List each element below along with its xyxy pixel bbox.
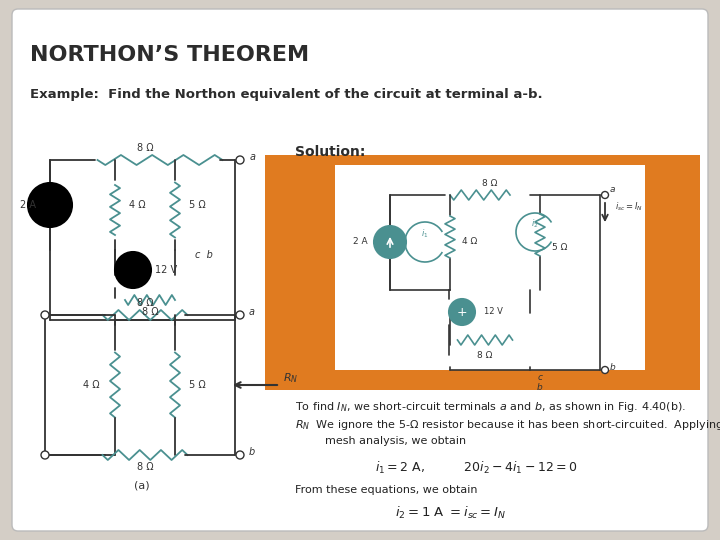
Text: 5 Ω: 5 Ω xyxy=(189,200,206,210)
Text: From these equations, we obtain: From these equations, we obtain xyxy=(295,485,477,495)
Text: 4 Ω: 4 Ω xyxy=(462,238,477,246)
Circle shape xyxy=(41,311,49,319)
Text: $i_{sc} = I_N$: $i_{sc} = I_N$ xyxy=(615,201,643,213)
Text: 2 A: 2 A xyxy=(354,238,368,246)
Text: $i_1 = 2$ A,          $20i_2 - 4i_1 - 12 = 0$: $i_1 = 2$ A, $20i_2 - 4i_1 - 12 = 0$ xyxy=(375,460,577,476)
Text: NORTHON’S THEOREM: NORTHON’S THEOREM xyxy=(30,45,309,65)
Text: 8 Ω: 8 Ω xyxy=(137,462,153,472)
Text: a: a xyxy=(250,152,256,162)
Text: 8 Ω: 8 Ω xyxy=(137,298,153,308)
Text: $R_N$  We ignore the 5-Ω resistor because it has been short-circuited.  Applying: $R_N$ We ignore the 5-Ω resistor because… xyxy=(295,418,720,432)
Circle shape xyxy=(236,451,244,459)
Text: a: a xyxy=(249,307,255,317)
Text: Example:  Find the Northon equivalent of the circuit at terminal a-b.: Example: Find the Northon equivalent of … xyxy=(30,88,543,101)
Text: +: + xyxy=(456,306,467,319)
Text: b: b xyxy=(537,382,543,392)
Text: 5 Ω: 5 Ω xyxy=(189,380,206,390)
Text: a: a xyxy=(610,186,616,194)
Circle shape xyxy=(236,311,244,319)
FancyBboxPatch shape xyxy=(12,9,708,531)
Text: Solution:: Solution: xyxy=(295,145,365,159)
Text: mesh analysis, we obtain: mesh analysis, we obtain xyxy=(325,436,466,446)
Circle shape xyxy=(601,192,608,199)
Text: $i_2$: $i_2$ xyxy=(531,218,539,230)
Circle shape xyxy=(115,252,151,288)
Text: 8 Ω: 8 Ω xyxy=(482,179,498,187)
Text: 8 Ω: 8 Ω xyxy=(137,143,153,153)
Circle shape xyxy=(236,156,244,164)
Text: c  b: c b xyxy=(195,250,213,260)
Text: b: b xyxy=(610,362,616,372)
Circle shape xyxy=(601,367,608,374)
Text: 8 Ω: 8 Ω xyxy=(477,350,492,360)
Circle shape xyxy=(374,226,406,258)
Text: 4 Ω: 4 Ω xyxy=(84,380,100,390)
Text: 12 V: 12 V xyxy=(484,307,503,316)
Circle shape xyxy=(28,183,72,227)
Text: 2 A: 2 A xyxy=(20,200,36,210)
Text: To find $I_N$, we short-circuit terminals $a$ and $b$, as shown in Fig. 4.40(b).: To find $I_N$, we short-circuit terminal… xyxy=(295,400,686,414)
Bar xyxy=(335,165,645,370)
Text: b: b xyxy=(249,447,256,457)
Text: 8 Ω: 8 Ω xyxy=(142,307,158,317)
Text: (a): (a) xyxy=(134,480,150,490)
Bar xyxy=(265,155,700,390)
Text: 5 Ω: 5 Ω xyxy=(552,242,567,252)
Text: 4 Ω: 4 Ω xyxy=(129,200,145,210)
Text: $i_1$: $i_1$ xyxy=(421,228,428,240)
Text: c: c xyxy=(538,373,542,381)
Text: $i_2 = 1$ A $= i_{sc} = I_N$: $i_2 = 1$ A $= i_{sc} = I_N$ xyxy=(395,505,506,521)
Text: 12 V: 12 V xyxy=(155,265,177,275)
Circle shape xyxy=(41,451,49,459)
Circle shape xyxy=(449,299,475,325)
Text: $R_N$: $R_N$ xyxy=(283,371,298,385)
